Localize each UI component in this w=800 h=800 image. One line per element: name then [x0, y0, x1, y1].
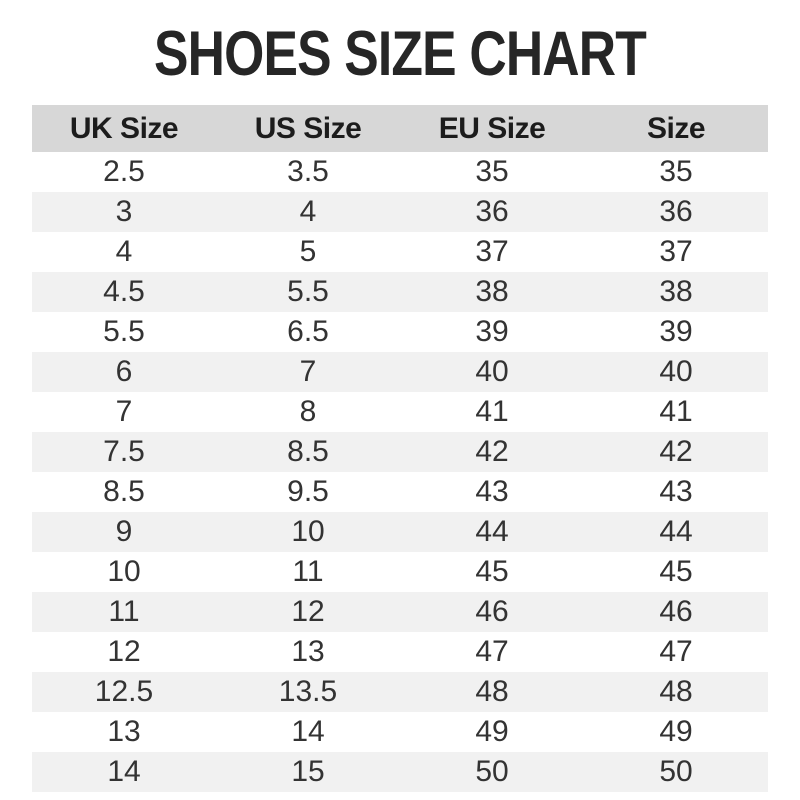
table-body: 2.5 3.5 35 35 3 4 36 36 4 5 37 37 4.5 5.5 38 38 5.5 6.5 39… — [32, 152, 768, 792]
table-cell: 2.5 — [103, 155, 145, 188]
table-cell: 5 — [299, 235, 317, 268]
table-cell: 42 — [659, 435, 693, 468]
table-cell: 43 — [659, 475, 693, 508]
table-row: 12 13 47 47 — [32, 632, 768, 672]
table-row: 4 5 37 37 — [32, 232, 768, 272]
table-cell: 7 — [299, 355, 317, 388]
table-cell: 8.5 — [103, 475, 145, 508]
table-row: 13 14 49 49 — [32, 712, 768, 752]
table-cell: 4 — [115, 235, 133, 268]
column-header-eu-size: EU Size — [438, 111, 546, 145]
table-cell: 8.5 — [287, 435, 329, 468]
table-cell: 36 — [475, 195, 509, 228]
table-row: 7 8 41 41 — [32, 392, 768, 432]
table-cell: 45 — [659, 555, 693, 588]
table-cell: 12 — [107, 635, 141, 668]
table-cell: 48 — [659, 675, 693, 708]
table-cell: 37 — [659, 235, 693, 268]
table-cell: 11 — [108, 595, 140, 628]
table-row: 8.5 9.5 43 43 — [32, 472, 768, 512]
table-cell: 9.5 — [287, 475, 329, 508]
table-cell: 14 — [107, 755, 141, 788]
table-cell: 35 — [659, 155, 693, 188]
table-row: 6 7 40 40 — [32, 352, 768, 392]
table-cell: 44 — [659, 515, 693, 548]
table-cell: 49 — [659, 715, 693, 748]
table-cell: 12 — [291, 595, 325, 628]
table-cell: 3.5 — [287, 155, 329, 188]
table-cell: 10 — [291, 515, 325, 548]
table-cell: 3 — [115, 195, 133, 228]
column-header-size: Size — [646, 111, 706, 145]
table-row: 10 11 45 45 — [32, 552, 768, 592]
table-cell: 49 — [475, 715, 509, 748]
table-row: 2.5 3.5 35 35 — [32, 152, 768, 192]
table-header-row: UK Size US Size EU Size Size — [32, 105, 768, 152]
table-cell: 4 — [299, 195, 317, 228]
table-row: 12.5 13.5 48 48 — [32, 672, 768, 712]
page-title: SHOES SIZE CHART — [153, 19, 647, 89]
table-cell: 45 — [475, 555, 509, 588]
column-header-uk-size: UK Size — [69, 111, 179, 145]
table-cell: 40 — [659, 355, 693, 388]
table-cell: 8 — [299, 395, 317, 428]
table-cell: 6 — [115, 355, 133, 388]
table-cell: 35 — [475, 155, 509, 188]
table-cell: 39 — [475, 315, 509, 348]
table-cell: 37 — [475, 235, 509, 268]
table-cell: 38 — [659, 275, 693, 308]
table-cell: 36 — [659, 195, 693, 228]
table-row: 14 15 50 50 — [32, 752, 768, 792]
table-cell: 6.5 — [287, 315, 329, 348]
column-header-us-size: US Size — [254, 111, 362, 145]
table-cell: 13.5 — [278, 675, 338, 708]
table-cell: 41 — [475, 395, 509, 428]
table-cell: 4.5 — [103, 275, 145, 308]
table-cell: 14 — [291, 715, 325, 748]
size-table: UK Size US Size EU Size Size 2.5 3.5 35 35 3 4 36… — [32, 105, 768, 792]
table-cell: 38 — [475, 275, 509, 308]
table-cell: 50 — [659, 755, 693, 788]
table-cell: 7.5 — [103, 435, 145, 468]
table-cell: 13 — [291, 635, 325, 668]
table-row: 3 4 36 36 — [32, 192, 768, 232]
table-row: 4.5 5.5 38 38 — [32, 272, 768, 312]
table-cell: 12.5 — [94, 675, 154, 708]
table-cell: 46 — [475, 595, 509, 628]
table-cell: 47 — [659, 635, 693, 668]
table-cell: 15 — [291, 755, 325, 788]
table-row: 11 12 46 46 — [32, 592, 768, 632]
table-cell: 50 — [475, 755, 509, 788]
table-cell: 7 — [115, 395, 133, 428]
table-cell: 39 — [659, 315, 693, 348]
table-cell: 5.5 — [103, 315, 145, 348]
table-cell: 40 — [475, 355, 509, 388]
table-cell: 43 — [475, 475, 509, 508]
table-cell: 42 — [475, 435, 509, 468]
table-cell: 48 — [475, 675, 509, 708]
table-cell: 44 — [475, 515, 509, 548]
table-row: 9 10 44 44 — [32, 512, 768, 552]
table-cell: 13 — [107, 715, 141, 748]
table-cell: 41 — [659, 395, 693, 428]
table-row: 5.5 6.5 39 39 — [32, 312, 768, 352]
table-cell: 47 — [475, 635, 509, 668]
table-cell: 46 — [659, 595, 693, 628]
table-cell: 11 — [292, 555, 324, 588]
table-cell: 9 — [115, 515, 133, 548]
table-cell: 10 — [107, 555, 141, 588]
table-cell: 5.5 — [287, 275, 329, 308]
table-row: 7.5 8.5 42 42 — [32, 432, 768, 472]
